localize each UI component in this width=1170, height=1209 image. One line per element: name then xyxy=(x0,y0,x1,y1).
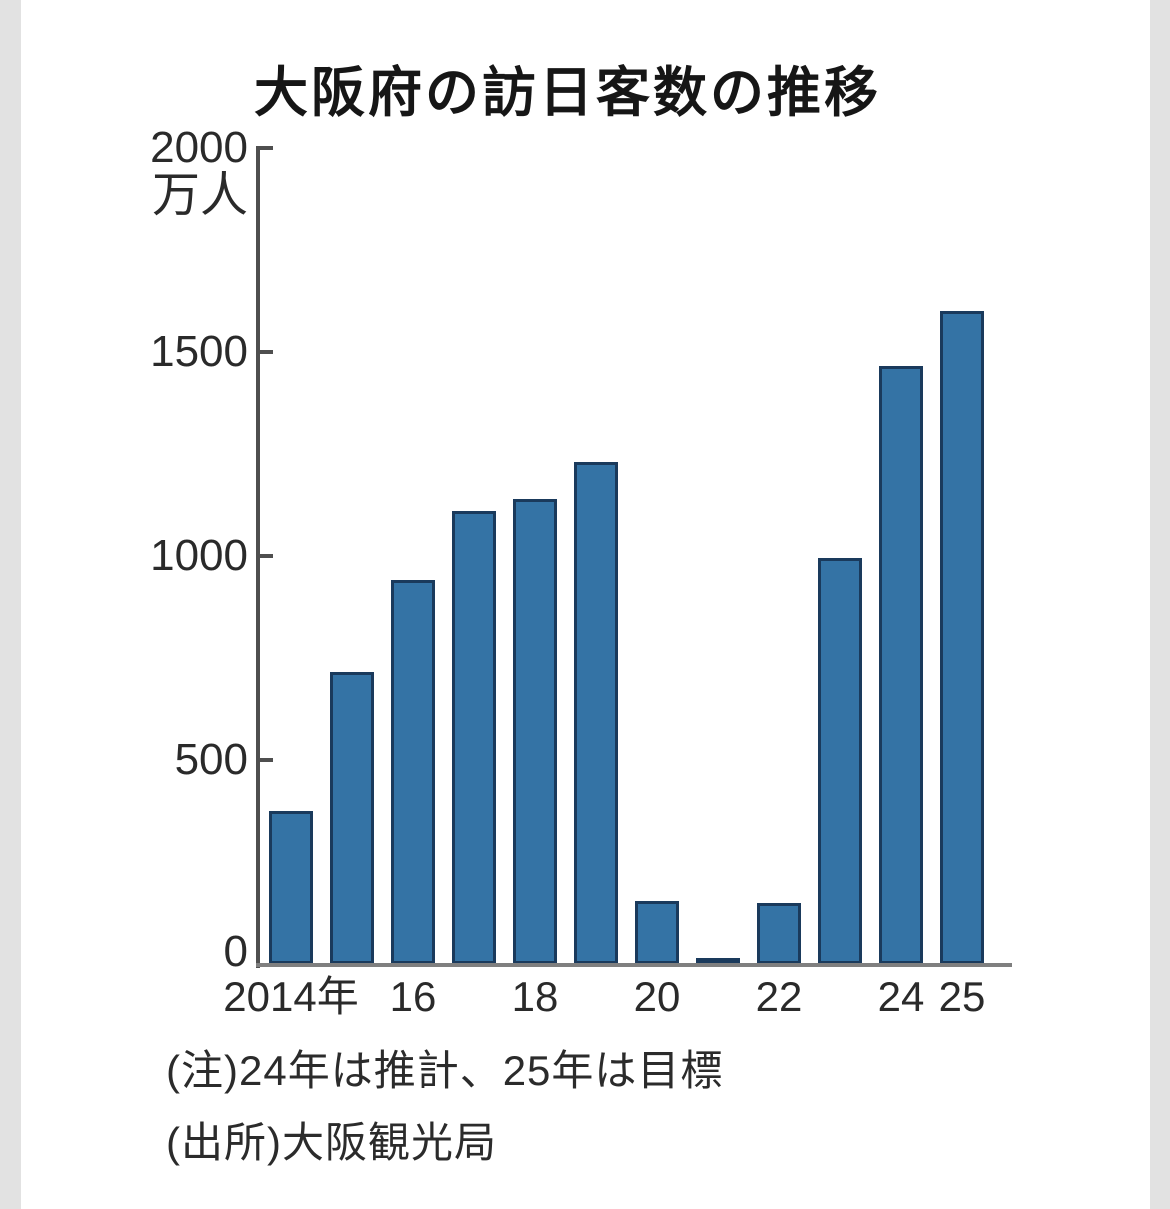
y-tick-mark xyxy=(260,554,273,558)
y-tick-label: 1500 xyxy=(150,327,248,376)
bar-2016 xyxy=(391,580,435,964)
bar-2014 xyxy=(269,811,313,964)
bar-2023 xyxy=(818,558,862,964)
y-tick-label: 1000 xyxy=(150,531,248,580)
bar-2017 xyxy=(452,511,496,964)
y-tick-label: 500 xyxy=(174,735,248,784)
bar-2024 xyxy=(879,366,923,964)
x-tick-label: 16 xyxy=(389,973,437,1020)
left-gutter xyxy=(0,0,21,1209)
x-tick-label: 22 xyxy=(755,973,803,1020)
bar-2020 xyxy=(635,901,679,964)
x-axis-line xyxy=(256,963,1012,967)
note-line: (注)24年は推計、25年は目標 xyxy=(166,1047,724,1094)
y-axis-unit-label: 万人 xyxy=(151,169,248,222)
x-tick-label: 18 xyxy=(511,973,559,1020)
y-tick-mark xyxy=(260,758,273,762)
x-tick-label: 25 xyxy=(938,973,986,1020)
y-tick-label: 0 xyxy=(223,927,248,976)
x-tick-label: 24 xyxy=(877,973,925,1020)
bar-2022 xyxy=(757,903,801,964)
bar-2025 xyxy=(940,311,984,964)
right-gutter xyxy=(1150,0,1170,1209)
bar-2018 xyxy=(513,499,557,964)
x-tick-label: 2014年 xyxy=(223,973,359,1020)
y-tick-mark xyxy=(260,350,273,354)
y-tick-label: 2000 xyxy=(150,123,248,172)
x-tick-label: 20 xyxy=(633,973,681,1020)
chart-title: 大阪府の訪日客数の推移 xyxy=(254,63,881,123)
source-line: (出所)大阪観光局 xyxy=(166,1119,497,1166)
y-tick-mark xyxy=(260,146,273,150)
bar-2019 xyxy=(574,462,618,964)
y-axis-line xyxy=(256,146,260,968)
bar-2015 xyxy=(330,672,374,964)
bar-2021 xyxy=(696,958,740,964)
